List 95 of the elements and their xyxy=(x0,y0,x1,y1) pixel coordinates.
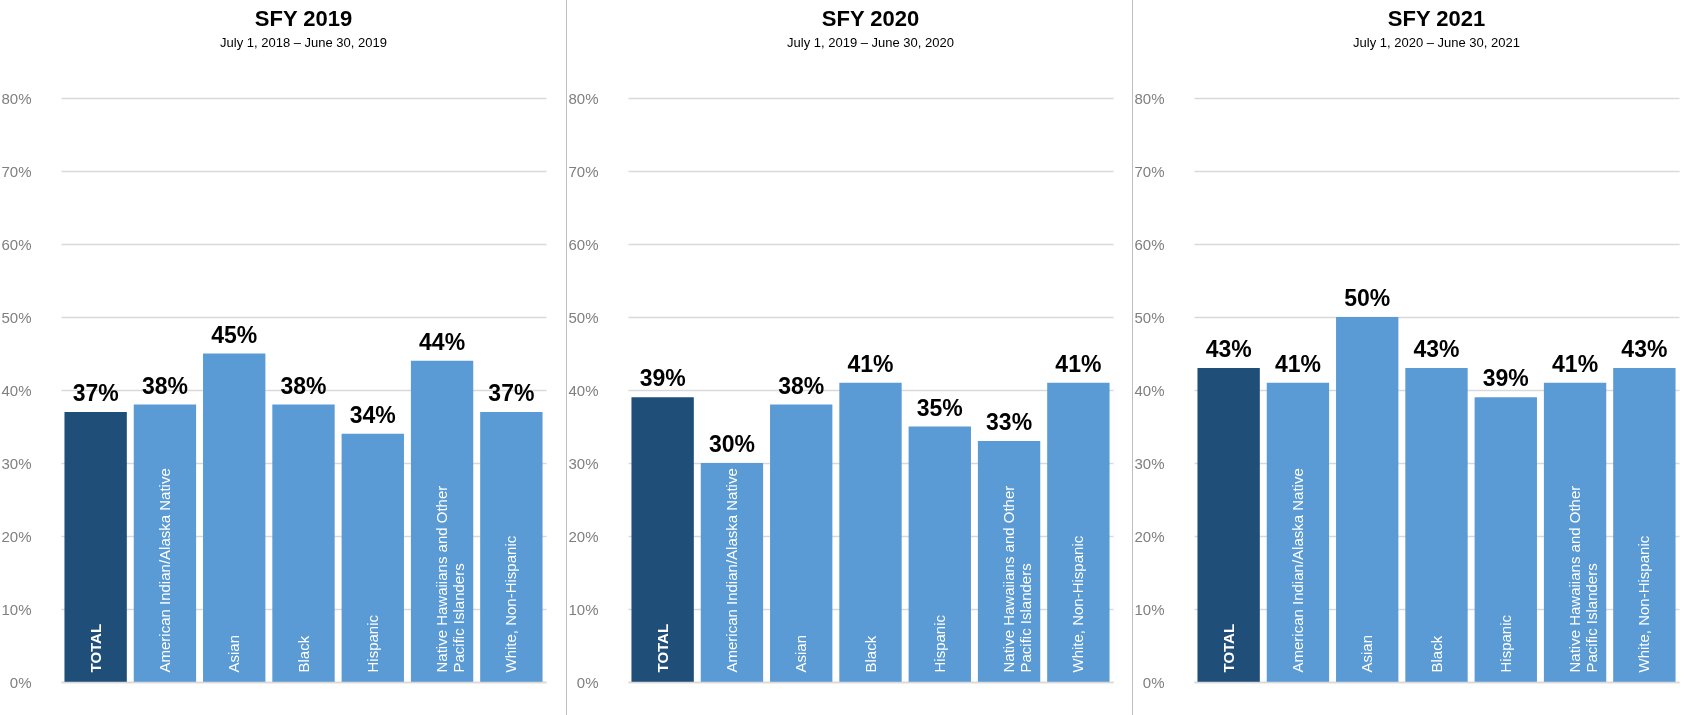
y-tick-label: 30% xyxy=(568,454,599,472)
x-tick-label: TOTAL xyxy=(1219,623,1237,673)
bar xyxy=(133,404,197,682)
y-tick-label: 60% xyxy=(1134,235,1165,253)
data-label: 41% xyxy=(1274,350,1321,377)
data-label: 38% xyxy=(777,372,824,399)
x-tick-label: Asian xyxy=(225,634,243,673)
data-label: 33% xyxy=(985,409,1032,436)
data-label: 50% xyxy=(1343,285,1391,311)
y-tick-label: 20% xyxy=(1,527,32,545)
y-tick-label: 40% xyxy=(568,381,599,399)
bar xyxy=(410,360,474,682)
chart-subtitle: July 1, 2019 – June 30, 2020 xyxy=(786,35,954,50)
x-tick-label: Hispanic xyxy=(930,614,948,673)
x-tick-label: Asian xyxy=(1358,634,1375,673)
bar xyxy=(631,397,694,682)
x-tick-label: Black xyxy=(294,635,312,673)
y-tick-label: 60% xyxy=(568,235,599,253)
x-tick-label: Black xyxy=(861,635,879,673)
x-tick-label: White, Non-Hispanic xyxy=(502,535,520,673)
x-tick-label: American Indian/Alaska Native xyxy=(155,468,173,673)
y-tick-label: 50% xyxy=(1134,308,1165,326)
data-label: 41% xyxy=(1551,350,1598,377)
data-label: 41% xyxy=(847,350,894,377)
bar xyxy=(272,404,335,682)
y-tick-label: 70% xyxy=(1134,162,1165,180)
data-label: 43% xyxy=(1205,336,1252,363)
x-tick-label: White, Non-Hispanic xyxy=(1068,535,1086,673)
data-label: 35% xyxy=(916,394,963,421)
data-label: 43% xyxy=(1621,336,1668,363)
bar xyxy=(341,433,404,682)
x-tick-label: White, Non-Hispanic xyxy=(1635,535,1653,673)
bar xyxy=(64,411,127,682)
data-label: 38% xyxy=(141,372,188,399)
bar xyxy=(1046,382,1110,682)
y-tick-label: 10% xyxy=(568,600,599,618)
chart-title: SFY 2019 xyxy=(254,6,353,31)
data-label: 39% xyxy=(1482,365,1529,392)
data-label: 38% xyxy=(280,372,327,399)
y-tick-label: 20% xyxy=(1134,527,1165,545)
bar xyxy=(838,382,902,682)
x-tick-label: Hispanic xyxy=(363,614,381,673)
bar xyxy=(1335,317,1399,682)
bar xyxy=(203,353,266,682)
bar xyxy=(1405,368,1468,682)
y-tick-label: 60% xyxy=(1,235,32,253)
data-label: 34% xyxy=(349,401,396,428)
y-tick-label: 0% xyxy=(1142,673,1165,691)
data-label: 37% xyxy=(488,379,535,406)
data-label: 37% xyxy=(72,379,119,406)
y-tick-label: 10% xyxy=(1,600,32,618)
bar xyxy=(908,426,971,682)
bar xyxy=(1543,382,1607,682)
bar xyxy=(1612,368,1676,682)
y-tick-label: 70% xyxy=(1,162,32,180)
data-label: 45% xyxy=(211,321,258,348)
data-label: 41% xyxy=(1054,350,1101,377)
x-tick-label: TOTAL xyxy=(86,623,104,673)
bar xyxy=(769,404,832,682)
x-tick-label: American Indian/Alaska Native xyxy=(722,468,740,673)
chart-title: SFY 2021 xyxy=(1387,6,1486,31)
y-tick-label: 80% xyxy=(1134,89,1165,107)
data-label: 43% xyxy=(1413,336,1460,363)
y-tick-label: 40% xyxy=(1134,381,1165,399)
chart-title: SFY 2020 xyxy=(821,6,919,31)
x-tick-label: Native Hawaiians and Other Pacific Islanders xyxy=(433,485,468,673)
x-tick-label: Asian xyxy=(791,634,809,673)
chart-subtitle: July 1, 2020 – June 30, 2021 xyxy=(1352,35,1520,50)
x-tick-label: TOTAL xyxy=(653,623,671,673)
chart-subtitle: July 1, 2018 – June 30, 2019 xyxy=(220,35,387,50)
y-tick-label: 30% xyxy=(1,454,32,472)
data-label: 44% xyxy=(419,328,466,355)
x-tick-label: American Indian/Alaska Native xyxy=(1288,468,1306,673)
y-tick-label: 0% xyxy=(576,673,599,691)
y-tick-label: 40% xyxy=(1,381,32,399)
data-label: 30% xyxy=(708,431,755,457)
y-tick-label: 30% xyxy=(1134,454,1165,472)
data-label: 39% xyxy=(639,365,686,392)
bar xyxy=(700,463,763,682)
bar xyxy=(1474,397,1537,682)
x-tick-label: Hispanic xyxy=(1496,614,1514,673)
y-tick-label: 10% xyxy=(1134,600,1165,618)
bar xyxy=(1266,382,1329,682)
y-tick-label: 70% xyxy=(568,162,599,180)
y-tick-label: 50% xyxy=(568,308,599,326)
y-tick-label: 80% xyxy=(1,89,32,107)
bar xyxy=(480,411,543,682)
x-tick-label: Black xyxy=(1427,635,1445,673)
y-tick-label: 80% xyxy=(568,89,599,107)
x-tick-label: Native Hawaiians and Other Pacific Islanders xyxy=(999,485,1034,673)
x-tick-label: Native Hawaiians and Other Pacific Islanders xyxy=(1565,485,1600,673)
y-tick-label: 0% xyxy=(9,673,32,691)
bar xyxy=(1197,368,1260,682)
y-tick-label: 50% xyxy=(1,308,32,326)
y-tick-label: 20% xyxy=(568,527,599,545)
